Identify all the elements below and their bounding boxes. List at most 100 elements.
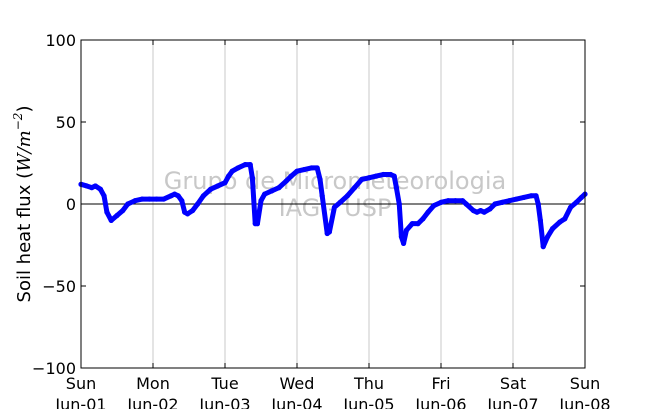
- data-point-69: [431, 203, 437, 209]
- data-point-92: [557, 219, 563, 225]
- data-point-61: [396, 201, 402, 207]
- data-point-81: [499, 199, 505, 205]
- series-layer: [78, 162, 588, 250]
- data-point-42: [294, 168, 300, 174]
- y-axis-label-unit: W/m: [14, 130, 35, 172]
- data-point-67: [420, 216, 426, 222]
- data-point-30: [235, 165, 241, 171]
- data-point-19: [179, 198, 185, 204]
- data-point-43: [301, 166, 307, 173]
- x-tick-label-date-1: Jun-02: [126, 395, 178, 409]
- x-tick-label-date-4: Jun-05: [342, 395, 394, 409]
- y-axis-label-prefix: Soil heat flux (: [14, 172, 35, 303]
- y-axis-label-suffix: ): [14, 106, 35, 113]
- data-point-5: [101, 193, 107, 199]
- data-point-52: [344, 193, 350, 199]
- data-point-54: [359, 176, 365, 182]
- data-point-60: [393, 185, 399, 191]
- data-point-88: [537, 217, 543, 223]
- data-point-85: [528, 193, 534, 199]
- x-tick-label-date-2: Jun-03: [198, 395, 250, 409]
- data-point-44: [308, 165, 314, 171]
- data-point-28: [226, 173, 232, 179]
- x-tick-label-date-7: Jun-08: [558, 395, 610, 409]
- data-point-35: [254, 221, 260, 227]
- x-tick-label-day-7: Sun: [570, 374, 600, 393]
- x-tick-label-day-6: Sat: [500, 374, 526, 393]
- data-point-8: [114, 212, 120, 219]
- x-tick-label-day-3: Wed: [280, 374, 315, 393]
- data-point-9: [120, 207, 126, 214]
- data-point-6: [104, 209, 110, 215]
- data-point-78: [481, 209, 487, 215]
- data-point-37: [262, 191, 268, 197]
- data-point-3: [92, 183, 98, 189]
- data-point-27: [222, 180, 228, 186]
- x-tick-label-day-0: Sun: [66, 374, 96, 393]
- data-point-87: [535, 201, 541, 207]
- y-tick-label-1: 50: [56, 113, 76, 132]
- data-point-22: [190, 207, 196, 214]
- data-point-56: [373, 173, 379, 179]
- data-point-4: [97, 186, 104, 192]
- data-point-38: [269, 188, 275, 194]
- data-point-95: [573, 199, 579, 205]
- data-point-12: [139, 196, 145, 202]
- data-point-1: [84, 183, 90, 189]
- data-point-73: [460, 198, 466, 204]
- data-point-51: [337, 199, 343, 205]
- x-tick-labels: Sun Jun-01 Mon Jun-02 Tue Jun-03 Wed Jun-04 Thu J…: [54, 374, 610, 409]
- data-point-32: [247, 162, 253, 168]
- data-point-14: [154, 196, 160, 202]
- data-point-26: [215, 183, 221, 189]
- y-tick-labels: 100 50 0 −50 −100: [32, 31, 76, 378]
- data-point-15: [161, 196, 167, 202]
- x-tick-label-date-3: Jun-04: [270, 395, 322, 409]
- data-point-89: [540, 244, 546, 250]
- data-point-84: [521, 194, 527, 201]
- data-point-59: [391, 173, 397, 179]
- x-tick-label-date-5: Jun-06: [414, 395, 466, 409]
- data-point-46: [317, 176, 323, 182]
- watermark-line-1: Grupo de Micrometeorologia: [164, 167, 506, 195]
- data-point-18: [175, 193, 181, 199]
- data-point-39: [276, 185, 282, 191]
- x-tick-label-date-0: Jun-01: [54, 395, 106, 409]
- data-point-94: [568, 204, 574, 210]
- data-point-40: [283, 178, 289, 184]
- y-tick-label-0: 100: [45, 31, 76, 50]
- data-point-10: [125, 201, 131, 207]
- data-point-45: [314, 165, 320, 171]
- data-point-74: [463, 201, 469, 207]
- data-point-64: [403, 227, 410, 233]
- data-point-63: [400, 240, 407, 246]
- data-point-41: [288, 173, 294, 179]
- y-axis-label: Soil heat flux (W/m−2): [11, 106, 35, 303]
- data-point-68: [425, 209, 431, 215]
- y-tick-label-3: −50: [42, 277, 76, 296]
- data-point-96: [578, 194, 585, 201]
- y-tick-label-2: 0: [66, 195, 76, 214]
- x-tick-label-day-4: Thu: [353, 374, 384, 393]
- data-point-31: [242, 162, 248, 168]
- y-axis-label-exponent: −2: [11, 113, 25, 131]
- data-point-70: [438, 199, 444, 205]
- data-point-25: [208, 186, 214, 192]
- data-point-57: [380, 171, 386, 178]
- data-point-13: [146, 196, 152, 202]
- data-point-23: [195, 201, 201, 207]
- data-point-36: [258, 198, 264, 204]
- data-point-93: [562, 216, 568, 222]
- data-point-33: [249, 175, 255, 181]
- data-point-55: [366, 175, 372, 181]
- x-tick-label-day-5: Fri: [431, 374, 450, 393]
- x-tick-label-day-1: Mon: [136, 374, 170, 393]
- data-point-79: [487, 206, 493, 212]
- data-point-49: [326, 229, 332, 235]
- data-point-90: [544, 234, 551, 240]
- data-point-71: [445, 198, 451, 204]
- data-point-47: [319, 193, 325, 199]
- x-tick-label-day-2: Tue: [210, 374, 238, 393]
- data-point-53: [352, 185, 358, 191]
